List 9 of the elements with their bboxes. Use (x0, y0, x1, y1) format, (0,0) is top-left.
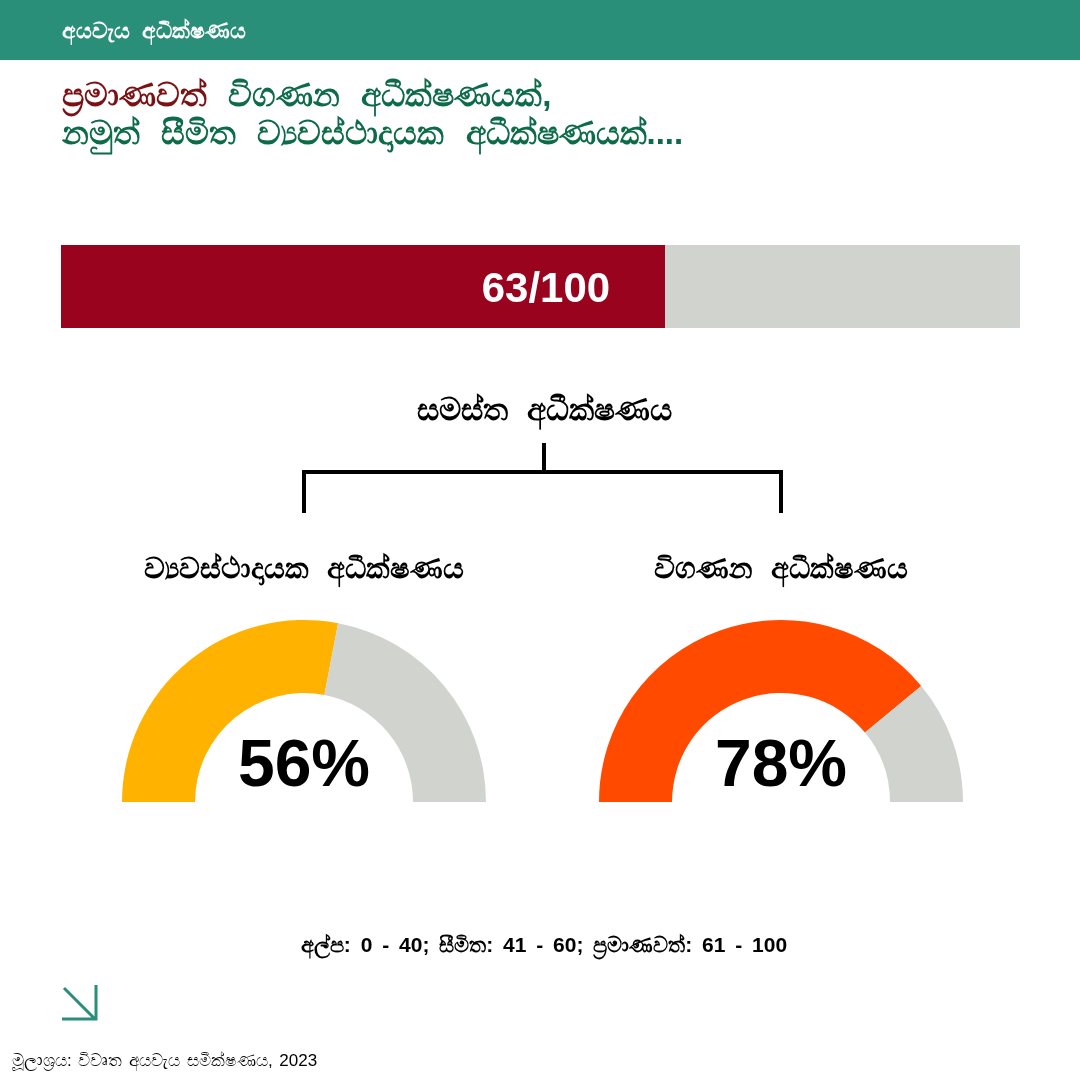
data-label: 56% (237, 726, 371, 800)
data-label: 63/100 (481, 263, 611, 311)
x-axis-title: සමස්ත අධීක්ෂණය (417, 392, 672, 430)
text: අයවැය අධීක්ෂණය (62, 18, 247, 45)
chart-title: ව්‍යවස්ථාදායක අධීක්ෂණය (143, 552, 465, 588)
text: අල්ප: 0 - 40; සීමිත: 41 - 60; ප්‍රමාණවත්: 61 - 100 (300, 933, 788, 960)
text: මූලාශ්‍රය: විවෘත අයවැය සමීක්ෂණය, 2023 (12, 1051, 318, 1072)
data-label: 78% (714, 726, 848, 800)
chart-title: විගණන අධීක්ෂණය (653, 552, 909, 588)
